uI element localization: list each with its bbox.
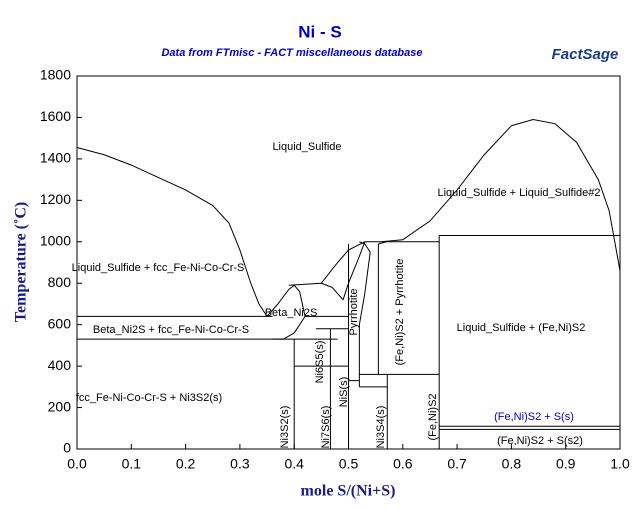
- region-label: Beta_Ni2S: [265, 307, 318, 319]
- phase-boundary: [320, 239, 403, 284]
- phase-boundary: [358, 241, 371, 325]
- x-tick-label: 0.8: [502, 456, 522, 472]
- y-tick-label: 600: [48, 315, 72, 331]
- region-label: Pyrrhotite: [348, 288, 360, 335]
- region-label: Ni3S2(s): [279, 406, 291, 449]
- region-label: Ni6S5(s): [314, 341, 326, 384]
- region-label: Liquid_Sulfide + fcc_Fe-Ni-Co-Cr-S: [72, 262, 245, 274]
- region-label: Liquid_Sulfide + (Fe,Ni)S2: [457, 322, 586, 334]
- phase-boundary: [288, 282, 344, 301]
- y-tick-label: 1200: [40, 191, 71, 207]
- x-tick-label: 0.6: [393, 456, 413, 472]
- region-label: NiS(s): [338, 377, 350, 408]
- x-tick-label: 0.7: [447, 456, 467, 472]
- region-label: fcc_Fe-Ni-Co-Cr-S + Ni3S2(s): [76, 392, 222, 404]
- region-label: Beta_Ni2S + fcc_Fe-Ni-Co-Cr-S: [93, 324, 249, 336]
- phase-boundary: [342, 241, 366, 300]
- x-tick-label: 0.0: [67, 456, 87, 472]
- x-tick-label: 0.3: [230, 456, 250, 472]
- region-label: (Fe,Ni)S2 + S(s): [494, 411, 574, 423]
- phase-boundary: [266, 284, 306, 340]
- x-axis-label: mole S/(Ni+S): [301, 483, 396, 500]
- y-tick-label: 0: [63, 440, 71, 456]
- y-tick-label: 1400: [40, 150, 71, 166]
- y-tick-label: 400: [48, 357, 72, 373]
- region-label: (Fe,Ni)S2: [427, 393, 439, 440]
- phase-boundary: [76, 147, 268, 317]
- x-tick-label: 0.9: [556, 456, 576, 472]
- y-tick-label: 1600: [40, 108, 71, 124]
- y-axis-label: Temperature (˚C): [13, 202, 30, 322]
- region-label: (Fe,Ni)S2 + S(s2): [497, 435, 583, 447]
- y-tick-label: 800: [48, 274, 72, 290]
- phase-boundary: [378, 241, 440, 245]
- region-label: (Fe,Ni)S2 + Pyrrhotite: [394, 259, 406, 366]
- x-tick-label: 0.1: [122, 456, 142, 472]
- x-tick-label: 0.5: [339, 456, 359, 472]
- y-tick-label: 200: [48, 398, 72, 414]
- region-label: Ni7S6(s): [320, 406, 332, 449]
- chart-subtitle: Data from FTmisc - FACT miscellaneous da…: [161, 47, 422, 59]
- x-tick-label: 1.0: [610, 456, 630, 472]
- region-label: Liquid_Sulfide + Liquid_Sulfide#2: [438, 187, 601, 199]
- logo: FactSage: [552, 46, 619, 63]
- y-tick-label: 1800: [40, 67, 71, 83]
- region-label: Ni3S4(s): [375, 406, 387, 449]
- y-tick-label: 1000: [40, 232, 71, 248]
- x-tick-label: 0.2: [176, 456, 196, 472]
- phase-boundary: [402, 119, 621, 271]
- x-tick-label: 0.4: [284, 456, 304, 472]
- region-label: Liquid_Sulfide: [272, 141, 341, 153]
- chart-title: Ni - S: [298, 22, 341, 41]
